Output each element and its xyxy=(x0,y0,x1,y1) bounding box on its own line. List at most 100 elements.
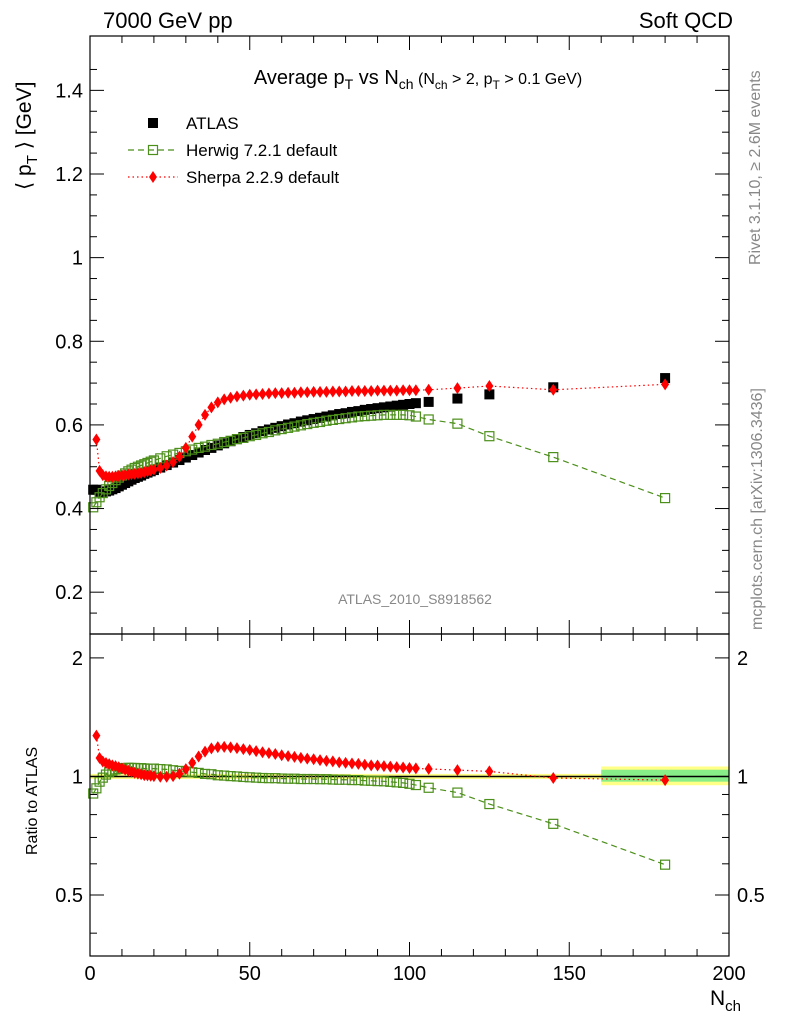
sherpa-point xyxy=(169,456,178,469)
ratio-y-tick-label-right: 0.5 xyxy=(737,885,765,907)
herwig-point xyxy=(276,423,287,435)
ratio-sherpa-point xyxy=(207,742,216,755)
sherpa-point xyxy=(379,384,388,397)
sherpa-point xyxy=(392,384,401,397)
ratio-herwig-point xyxy=(199,768,211,780)
sherpa-point xyxy=(181,441,190,454)
ratio-herwig-point xyxy=(257,772,268,784)
ratio-sherpa-point xyxy=(367,759,376,772)
ratio-herwig-point xyxy=(212,770,223,781)
ratio-sherpa-point xyxy=(411,762,420,775)
herwig-point xyxy=(219,436,230,448)
sherpa-point xyxy=(296,386,305,399)
atlas-point xyxy=(391,400,402,411)
ratio-herwig-point xyxy=(91,783,102,794)
ratio-herwig-point xyxy=(659,859,671,870)
atlas-point xyxy=(308,414,319,425)
sherpa-point xyxy=(347,385,356,398)
atlas-point xyxy=(283,419,294,430)
herwig-point xyxy=(404,410,415,421)
x-axis-label: Nch xyxy=(710,987,741,1015)
sherpa-point xyxy=(386,384,395,397)
sherpa-point xyxy=(245,388,254,401)
main-panel: 0.2 0.4 0.6 0.8 1 1.2 1.4 Average pT vs Nch (N… xyxy=(13,35,730,635)
herwig-point xyxy=(359,411,370,422)
sherpa-point xyxy=(188,430,197,443)
y-tick-label: 1.2 xyxy=(55,164,83,186)
sherpa-point xyxy=(411,384,420,397)
sherpa-point xyxy=(175,450,184,463)
sherpa-point xyxy=(367,385,376,398)
ratio-sherpa-point xyxy=(290,750,299,763)
sherpa-point xyxy=(220,393,229,406)
sherpa-point xyxy=(149,463,158,476)
mcplots-source-label: mcplots.cern.ch [arXiv:1306.3436] xyxy=(749,388,766,630)
ratio-sherpa-point xyxy=(347,757,356,770)
herwig-point xyxy=(225,435,236,446)
ratio-herwig-point xyxy=(404,778,415,789)
main-title: Average pT vs Nch (Nch > 2, pT > 0.1 GeV… xyxy=(254,67,582,92)
herwig-point xyxy=(308,417,319,428)
ratio-herwig-point xyxy=(366,775,377,786)
atlas-point xyxy=(302,415,313,426)
atlas-point xyxy=(372,403,383,414)
ratio-y-tick-label-right: 1 xyxy=(737,766,748,788)
atlas-point xyxy=(244,429,255,440)
ratio-sherpa-point xyxy=(252,745,261,758)
ratio-y-tick-label-right: 2 xyxy=(737,648,748,670)
herwig-point xyxy=(100,484,112,495)
herwig-point xyxy=(251,429,262,441)
ratio-sherpa-point xyxy=(181,763,190,776)
ratio-sherpa-point xyxy=(264,747,273,760)
herwig-point xyxy=(193,442,204,454)
ratio-herwig-point xyxy=(391,777,402,788)
ratio-sherpa-point xyxy=(316,754,325,767)
ratio-herwig-point xyxy=(321,774,332,785)
herwig-point xyxy=(321,415,332,426)
ratio-sherpa-point xyxy=(485,765,494,778)
ratio-herwig-point xyxy=(193,767,204,778)
ratio-sherpa-point xyxy=(232,742,241,755)
atlas-point xyxy=(270,422,281,433)
herwig-point xyxy=(346,412,358,423)
ratio-y-tick-label: 0.5 xyxy=(55,885,83,907)
sherpa-point xyxy=(399,384,408,397)
herwig-point xyxy=(199,441,211,452)
atlas-point xyxy=(187,450,198,461)
ratio-sherpa-point xyxy=(360,758,369,771)
sherpa-point xyxy=(264,387,273,400)
ratio-sherpa-point xyxy=(386,760,395,773)
atlas-point xyxy=(257,426,268,437)
herwig-point xyxy=(548,452,559,463)
herwig-point xyxy=(659,492,671,504)
atlas-point xyxy=(212,440,223,451)
sherpa-point xyxy=(661,378,670,391)
ratio-sherpa-point xyxy=(549,771,558,784)
ratio-herwig-point xyxy=(270,773,281,784)
ratio-herwig-point xyxy=(423,782,434,793)
y-axis-label: ⟨ pT ⟩ [GeV] xyxy=(13,82,41,190)
ratio-sherpa-point xyxy=(220,740,229,753)
sherpa-point xyxy=(226,391,235,404)
ratio-herwig-point xyxy=(88,788,99,799)
atlas-point xyxy=(398,399,409,410)
ratio-herwig-point xyxy=(100,769,112,780)
y-tick-label: 1 xyxy=(72,248,83,270)
ratio-herwig-point xyxy=(302,773,313,785)
sherpa-point xyxy=(405,384,414,397)
header-left: 7000 GeV pp xyxy=(103,8,233,33)
sherpa-point xyxy=(232,390,241,403)
y-tick-label: 1.4 xyxy=(55,80,83,102)
ratio-herwig-point xyxy=(244,772,255,783)
ratio-herwig-point xyxy=(251,772,262,783)
ratio-axis-ticks: 0.5 0.5 1 1 2 2 0 50 100 150 200 xyxy=(55,634,765,985)
x-tick-label: 200 xyxy=(712,963,745,985)
ratio-sherpa-point xyxy=(239,743,248,756)
herwig-point xyxy=(302,418,313,430)
sherpa-point xyxy=(207,401,216,414)
y-tick-label: 0.6 xyxy=(55,415,83,437)
ratio-herwig-point xyxy=(238,771,249,783)
ratio-herwig-point xyxy=(353,774,364,786)
herwig-point xyxy=(353,411,364,422)
x-tick-label: 0 xyxy=(84,963,95,985)
